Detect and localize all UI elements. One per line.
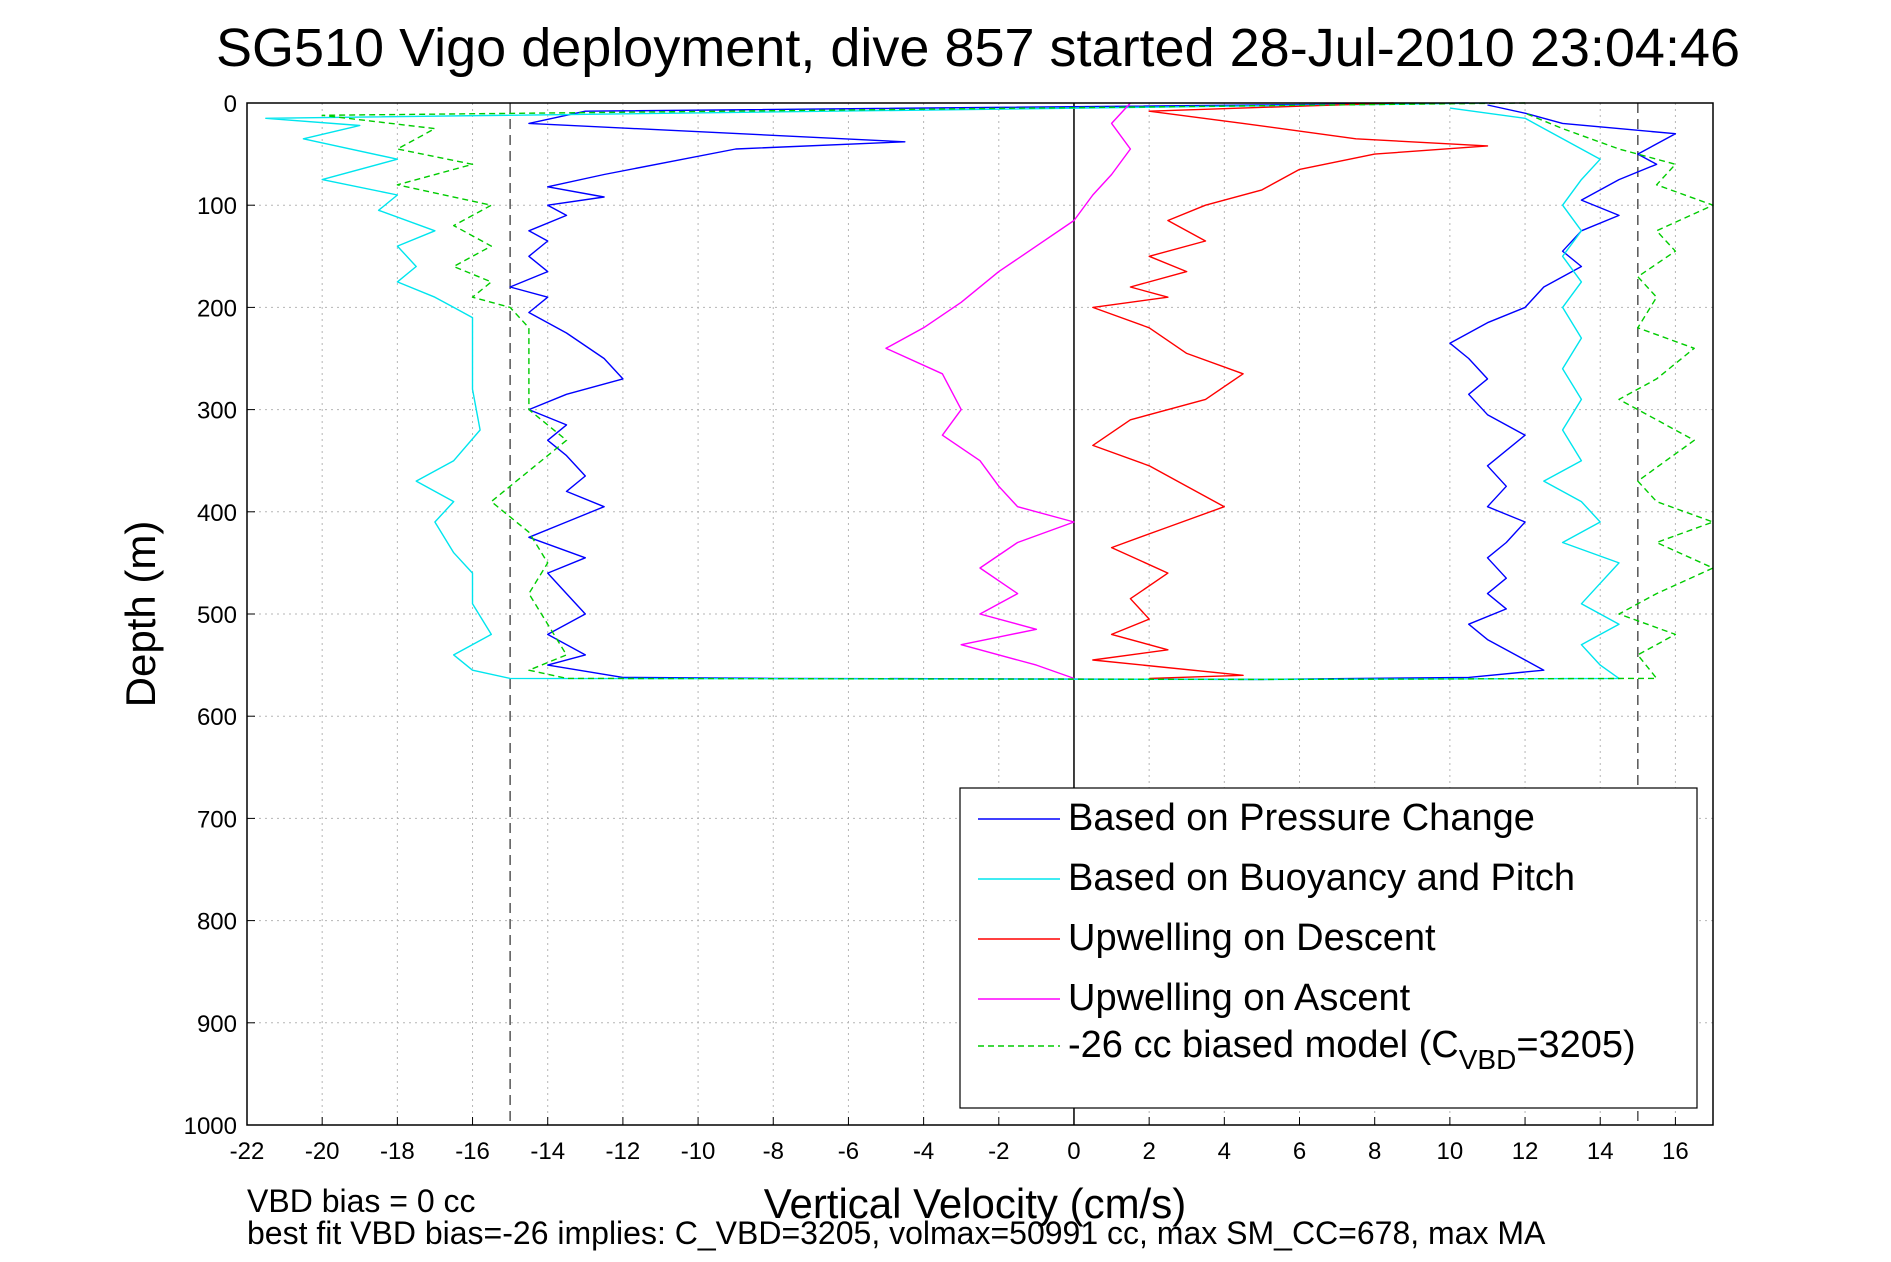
x-tick-label: 2 bbox=[1142, 1138, 1155, 1165]
legend: Based on Pressure Change Based on Buoyanc… bbox=[959, 787, 1698, 1109]
x-tick-label: -18 bbox=[380, 1138, 415, 1165]
x-tick-label: -8 bbox=[763, 1138, 784, 1165]
x-axis-label: Vertical Velocity (cm/s) bbox=[764, 1180, 1186, 1227]
y-tick-label: 1000 bbox=[184, 1113, 237, 1140]
y-tick-label: 600 bbox=[197, 704, 237, 731]
y-tick-label: 300 bbox=[197, 398, 237, 425]
legend-label: Upwelling on Descent bbox=[1068, 917, 1436, 959]
x-tick-label: -10 bbox=[681, 1138, 716, 1165]
x-tick-label: 14 bbox=[1587, 1138, 1614, 1165]
x-tick-label: 12 bbox=[1512, 1138, 1539, 1165]
x-tick-label: -22 bbox=[230, 1138, 265, 1165]
x-tick-label: -4 bbox=[913, 1138, 934, 1165]
x-axis-ticks: -22 -20 -18 -16 -14 -12 -10 -8 -6 -4 -2 0 2 4 6 8 10 12 14… bbox=[230, 1117, 1689, 1165]
y-tick-label: 500 bbox=[197, 602, 237, 629]
y-tick-label: 800 bbox=[197, 909, 237, 936]
x-tick-label: -14 bbox=[530, 1138, 565, 1165]
series-line bbox=[265, 102, 1620, 681]
legend-label: Based on Buoyancy and Pitch bbox=[1068, 857, 1575, 899]
y-tick-label: 100 bbox=[197, 193, 237, 220]
x-tick-label: -20 bbox=[305, 1138, 340, 1165]
y-tick-label: 700 bbox=[197, 806, 237, 833]
y-axis-ticks: 0 100 200 300 400 500 600 700 800 900 1000 bbox=[184, 91, 255, 1140]
y-tick-label: 400 bbox=[197, 500, 237, 527]
y-tick-label: 900 bbox=[197, 1011, 237, 1038]
x-tick-label: 10 bbox=[1437, 1138, 1464, 1165]
x-tick-label: -12 bbox=[606, 1138, 641, 1165]
y-axis-label: Depth (m) bbox=[117, 521, 164, 708]
y-tick-label: 0 bbox=[224, 91, 237, 118]
series-line bbox=[885, 102, 1132, 680]
series-line bbox=[1092, 102, 1489, 680]
series-line bbox=[321, 102, 1714, 681]
x-tick-label: 6 bbox=[1293, 1138, 1306, 1165]
x-tick-label: 0 bbox=[1067, 1138, 1080, 1165]
legend-label: Based on Pressure Change bbox=[1068, 797, 1535, 839]
x-tick-label: 16 bbox=[1662, 1138, 1689, 1165]
legend-label: Upwelling on Ascent bbox=[1068, 977, 1411, 1019]
y-tick-label: 200 bbox=[197, 295, 237, 322]
x-tick-label: 4 bbox=[1218, 1138, 1231, 1165]
x-tick-label: 8 bbox=[1368, 1138, 1381, 1165]
x-tick-label: -2 bbox=[988, 1138, 1009, 1165]
best-fit-annotation: best fit VBD bias=-26 implies: C_VBD=320… bbox=[247, 1215, 1546, 1251]
chart-title: SG510 Vigo deployment, dive 857 started … bbox=[216, 18, 1740, 78]
vbd-bias-annotation: VBD bias = 0 cc bbox=[247, 1183, 476, 1219]
x-tick-label: -6 bbox=[838, 1138, 859, 1165]
series-lines bbox=[265, 102, 1714, 681]
legend-box bbox=[959, 787, 1698, 1109]
x-tick-label: -16 bbox=[455, 1138, 490, 1165]
series-line bbox=[509, 102, 1677, 681]
